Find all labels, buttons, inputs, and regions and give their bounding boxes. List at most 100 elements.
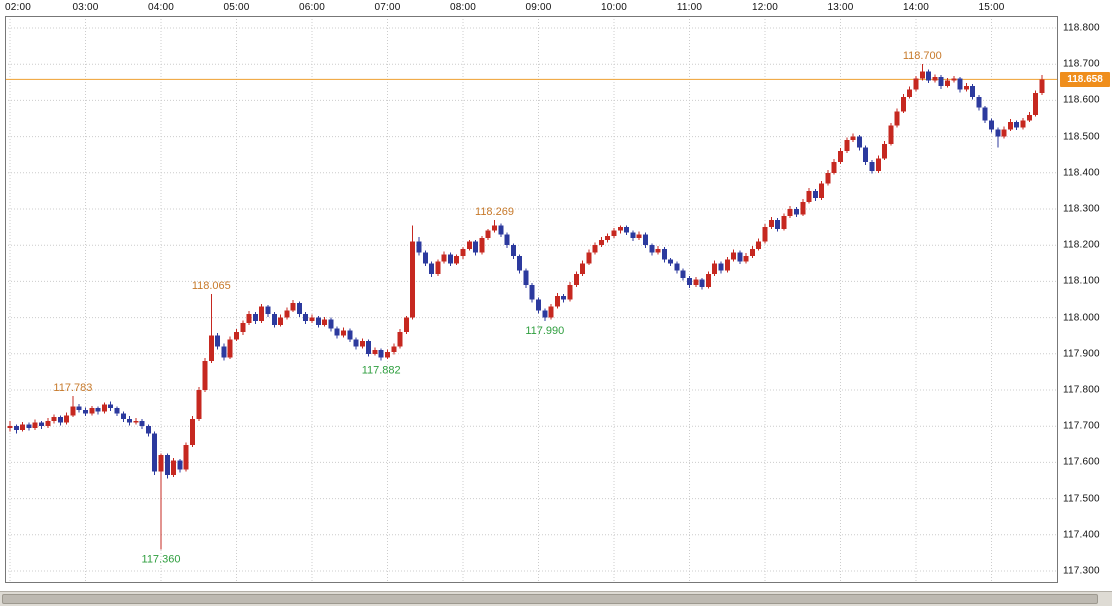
- candle: [1039, 75, 1045, 95]
- candle: [938, 75, 944, 89]
- candle: [649, 243, 655, 256]
- candle: [661, 247, 667, 263]
- candle: [76, 403, 82, 413]
- candle: [372, 347, 378, 356]
- candle: [542, 308, 548, 322]
- candle: [422, 250, 428, 267]
- candle: [366, 339, 372, 357]
- time-label: 14:00: [902, 2, 930, 13]
- candle: [1020, 117, 1026, 130]
- candle: [95, 406, 101, 415]
- candle: [190, 416, 195, 447]
- time-label: 13:00: [827, 2, 854, 13]
- current-price-tag: 118.658: [1060, 71, 1110, 87]
- candle: [353, 337, 359, 350]
- candle: [26, 422, 32, 431]
- price-label: 117.800: [1063, 384, 1100, 396]
- candle: [831, 159, 837, 175]
- candle: [133, 418, 139, 425]
- candle: [284, 307, 290, 320]
- candle: [328, 317, 334, 332]
- candle: [913, 75, 919, 92]
- candle: [554, 293, 560, 309]
- candle: [315, 315, 321, 328]
- candle: [894, 108, 900, 128]
- candle: [869, 160, 875, 174]
- price-label: 117.500: [1063, 493, 1100, 505]
- candle: [888, 122, 894, 146]
- candle: [504, 232, 510, 249]
- candle: [347, 328, 353, 343]
- candle: [882, 140, 887, 161]
- time-label: 08:00: [449, 2, 477, 13]
- candle: [794, 207, 799, 217]
- time-label: 04:00: [147, 2, 175, 13]
- candle: [70, 396, 76, 418]
- price-label: 118.000: [1063, 312, 1100, 324]
- candle: [712, 260, 718, 276]
- candle: [120, 411, 126, 422]
- candle: [303, 312, 309, 325]
- time-label: 15:00: [978, 2, 1005, 13]
- candle: [64, 412, 70, 425]
- candle: [265, 304, 271, 317]
- swing-label: 117.360: [142, 553, 181, 565]
- candle: [743, 253, 749, 264]
- candle: [800, 198, 806, 217]
- candle: [498, 223, 504, 238]
- candle: [429, 261, 434, 278]
- candle: [240, 320, 246, 335]
- candle: [856, 134, 862, 151]
- candle: [687, 276, 692, 288]
- candle: [227, 336, 233, 360]
- price-label: 118.800: [1063, 22, 1100, 34]
- scrollbar-thumb[interactable]: [2, 594, 1098, 604]
- candle: [643, 232, 648, 249]
- candle: [838, 148, 843, 164]
- price-label: 118.400: [1063, 167, 1100, 179]
- price-label: 118.500: [1063, 131, 1100, 143]
- time-label: 10:00: [600, 2, 628, 13]
- candle: [397, 329, 403, 349]
- candle: [479, 236, 485, 255]
- candle: [636, 231, 642, 240]
- candle: [945, 78, 950, 88]
- time-label: 03:00: [72, 2, 99, 13]
- price-label: 118.300: [1063, 203, 1100, 215]
- candle: [1026, 112, 1032, 123]
- candle: [290, 300, 296, 313]
- candle: [731, 249, 736, 262]
- candle: [441, 251, 447, 264]
- candle: [83, 407, 88, 417]
- time-label: 12:00: [751, 2, 779, 13]
- candle: [259, 303, 265, 323]
- candle: [762, 224, 768, 244]
- candle: [510, 243, 516, 259]
- candle: [410, 225, 416, 320]
- candlestick-chart[interactable]: 117.783 117.360 118.065 117.882 118.269 117.9…: [0, 0, 1112, 590]
- candle: [171, 458, 177, 477]
- candle: [435, 259, 441, 276]
- candle: [768, 217, 774, 229]
- candle: [403, 315, 409, 334]
- candle: [580, 260, 585, 276]
- horizontal-scrollbar[interactable]: [0, 591, 1112, 606]
- candle: [492, 220, 497, 233]
- price-label: 117.600: [1063, 456, 1100, 468]
- price-label: 117.300: [1063, 565, 1100, 577]
- time-label: 06:00: [298, 2, 326, 13]
- swing-label: 117.882: [362, 364, 401, 376]
- price-label: 118.100: [1063, 275, 1100, 287]
- candle: [850, 133, 856, 142]
- candle: [699, 277, 705, 290]
- swing-label: 117.783: [53, 382, 92, 394]
- candle: [20, 421, 26, 432]
- candle: [844, 137, 850, 153]
- time-label: 07:00: [374, 2, 401, 13]
- candle: [101, 402, 107, 414]
- candle: [724, 256, 730, 273]
- price-label: 118.600: [1063, 94, 1100, 106]
- candle: [907, 86, 913, 99]
- candle: [605, 233, 611, 243]
- candle: [485, 228, 491, 240]
